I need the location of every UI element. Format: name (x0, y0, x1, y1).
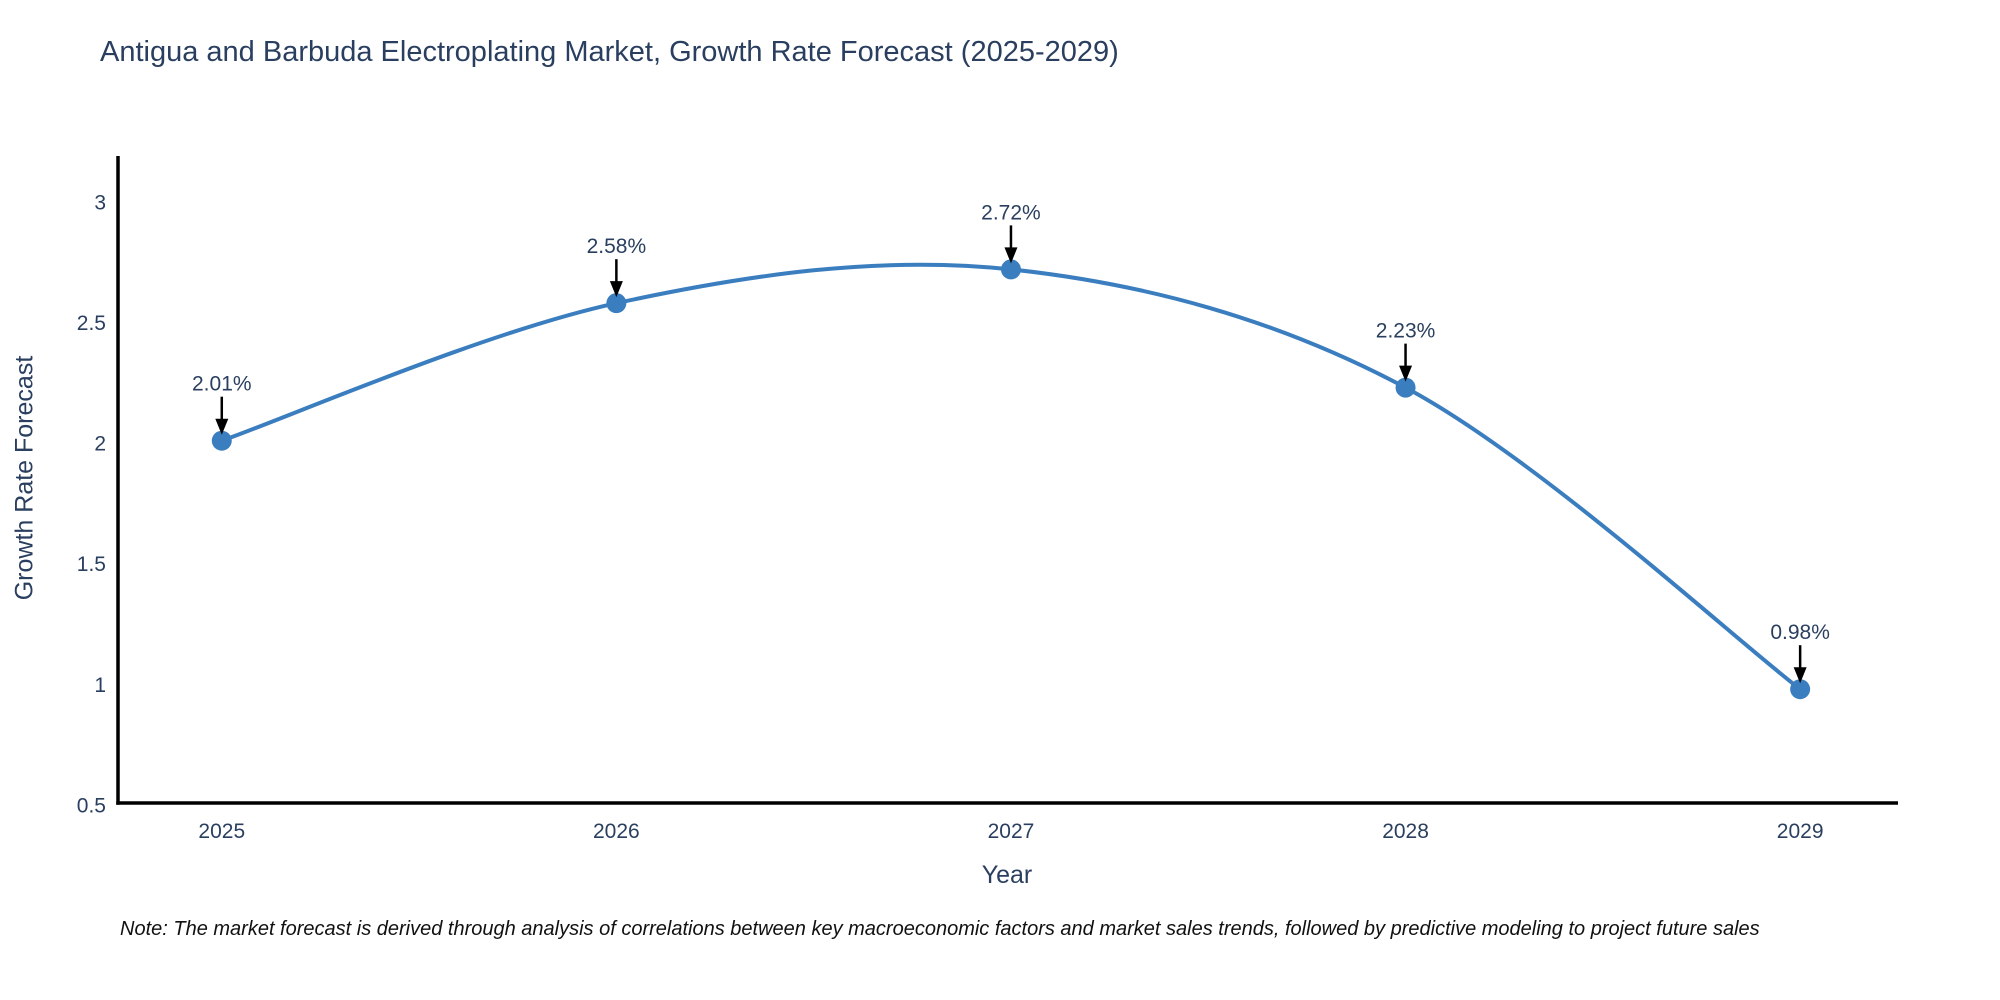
x-tick-label: 2026 (593, 820, 640, 843)
data-point-marker[interactable] (1000, 259, 1021, 280)
forecast-line (221, 262, 1802, 691)
chart-title: Antigua and Barbuda Electroplating Marke… (100, 36, 1119, 68)
y-tick-label: 2 (94, 433, 106, 456)
annotation-label: 2.58% (587, 235, 647, 258)
x-axis-title: Year (981, 861, 1033, 889)
footnote: Note: The market forecast is derived thr… (120, 918, 1760, 940)
y-tick-label: 2.5 (77, 312, 106, 335)
annotation-label: 0.98% (1770, 621, 1830, 644)
annotation-label: 2.01% (192, 373, 252, 396)
data-point-marker[interactable] (1395, 377, 1416, 398)
x-tick-label: 2027 (988, 820, 1035, 843)
annotation-label: 2.72% (981, 201, 1041, 224)
annotation-label: 2.23% (1376, 320, 1436, 343)
data-point-marker[interactable] (1790, 679, 1811, 700)
data-point-marker[interactable] (606, 293, 627, 314)
x-tick-label: 2025 (198, 820, 245, 843)
y-tick-label: 0.5 (77, 795, 106, 818)
annotation-arrowhead (1793, 667, 1807, 684)
y-tick-label: 1 (94, 674, 106, 697)
annotation-arrowhead (1399, 365, 1413, 382)
data-point-marker[interactable] (211, 430, 232, 451)
annotation-arrowhead (215, 418, 229, 435)
x-tick-label: 2028 (1382, 820, 1429, 843)
x-tick-label: 2029 (1777, 820, 1824, 843)
y-tick-label: 3 (94, 191, 106, 214)
annotation-arrowhead (1004, 247, 1018, 264)
y-tick-label: 1.5 (77, 553, 106, 576)
annotation-arrowhead (609, 281, 623, 298)
